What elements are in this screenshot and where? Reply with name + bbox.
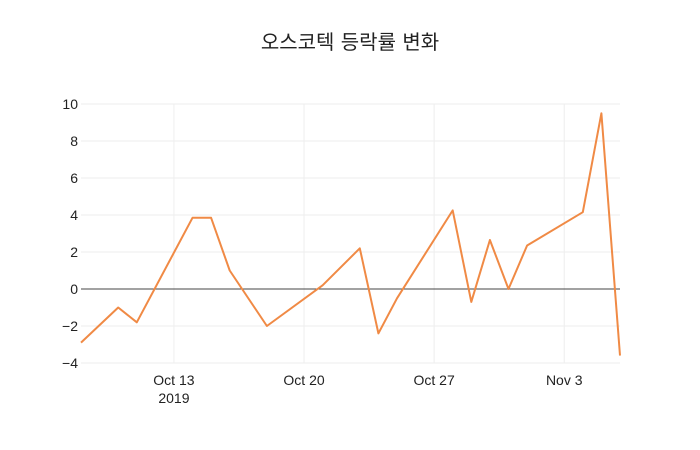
x-tick-label: Oct 13 xyxy=(153,372,194,388)
x-gridlines xyxy=(173,104,565,363)
y-tick-labels: −4 −2 0 2 4 6 8 10 xyxy=(62,96,78,371)
y-tick-label: 2 xyxy=(70,244,78,260)
y-tick-label: 8 xyxy=(70,133,78,149)
y-tick-label: −2 xyxy=(62,318,78,334)
y-tick-label: −4 xyxy=(62,355,78,371)
y-gridlines xyxy=(81,103,620,364)
x-tick-label: Oct 27 xyxy=(414,372,455,388)
y-tick-label: 4 xyxy=(70,207,78,223)
x-tick-label: Nov 3 xyxy=(546,372,583,388)
x-tick-labels: Oct 13 2019 Oct 20 Oct 27 Nov 3 xyxy=(153,372,582,406)
chart-title: 오스코텍 등락률 변화 xyxy=(261,30,439,54)
x-tick-label: Oct 20 xyxy=(283,372,324,388)
x-tick-year-label: 2019 xyxy=(158,390,189,406)
y-tick-label: 6 xyxy=(70,170,78,186)
y-tick-label: 10 xyxy=(62,96,78,112)
series-layer xyxy=(80,112,621,356)
y-tick-label: 0 xyxy=(70,281,78,297)
series-line xyxy=(80,112,621,356)
